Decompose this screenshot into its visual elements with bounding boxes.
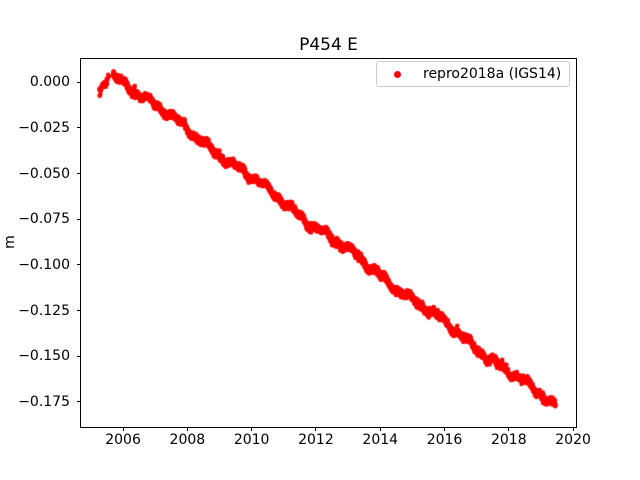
- y-tick-mark: [77, 218, 80, 220]
- chart-title: P454 E: [299, 35, 358, 55]
- y-tick-label: −0.050: [18, 165, 70, 182]
- y-tick-mark: [77, 127, 80, 129]
- x-tick-label: 2010: [233, 432, 270, 448]
- y-tick-label: −0.025: [18, 119, 70, 136]
- y-tick-mark: [77, 355, 80, 357]
- x-tick-mark: [251, 428, 253, 431]
- legend-entry-label: repro2018a (IGS14): [423, 66, 562, 82]
- y-tick-mark: [77, 310, 80, 312]
- y-axis-label: m: [2, 235, 18, 249]
- y-tick-mark: [77, 173, 80, 175]
- x-tick-label: 2006: [105, 432, 141, 448]
- x-tick-label: 2018: [490, 432, 527, 448]
- y-tick-mark: [77, 81, 80, 83]
- y-tick-mark: [77, 401, 80, 403]
- x-tick-label: 2012: [298, 432, 334, 448]
- x-tick-mark: [186, 428, 188, 431]
- x-tick-mark: [315, 428, 317, 431]
- legend: repro2018a (IGS14): [376, 61, 570, 87]
- y-tick-label: −0.175: [18, 393, 70, 410]
- plot-area: [80, 58, 577, 428]
- x-tick-mark: [572, 428, 574, 431]
- x-tick-label: 2016: [426, 432, 463, 448]
- y-tick-label: −0.075: [18, 211, 70, 228]
- x-tick-label: 2008: [169, 432, 206, 448]
- x-tick-mark: [444, 428, 446, 431]
- x-tick-label: 2020: [555, 432, 591, 448]
- x-tick-label: 2014: [362, 432, 399, 448]
- x-tick-mark: [508, 428, 510, 431]
- y-tick-label: −0.100: [18, 256, 70, 273]
- y-tick-label: −0.150: [18, 348, 70, 365]
- x-tick-mark: [122, 428, 124, 431]
- legend-marker-dot: [394, 70, 401, 78]
- y-tick-mark: [77, 264, 80, 266]
- x-tick-mark: [379, 428, 381, 431]
- y-tick-label: 0.000: [29, 74, 70, 91]
- y-tick-label: −0.125: [18, 302, 70, 319]
